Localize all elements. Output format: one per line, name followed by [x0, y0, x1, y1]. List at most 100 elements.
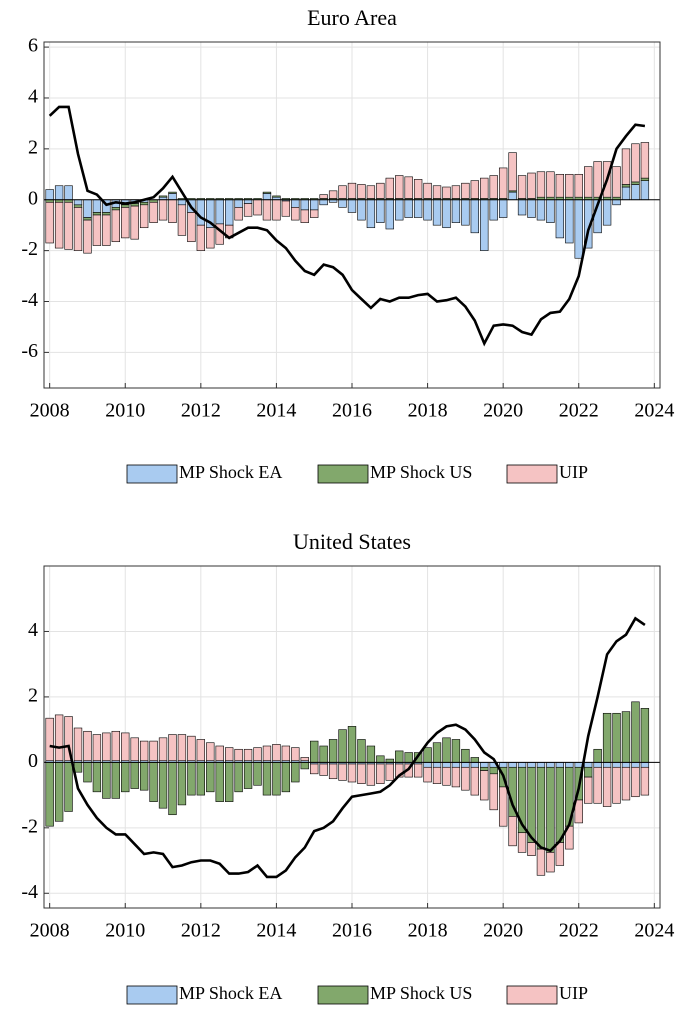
- bar: [546, 766, 555, 853]
- bar: [281, 745, 291, 762]
- bar: [366, 185, 376, 199]
- bar: [470, 757, 479, 763]
- bar: [187, 735, 196, 762]
- bar: [593, 766, 602, 804]
- bar: [168, 199, 177, 223]
- x-tick-label: 2012: [181, 400, 221, 422]
- bar: [527, 842, 536, 856]
- bar: [54, 201, 64, 249]
- x-tick-label: 2022: [559, 920, 599, 942]
- bar: [225, 762, 234, 802]
- bar: [347, 763, 357, 783]
- bar: [546, 199, 555, 223]
- bar: [130, 762, 139, 789]
- bar: [470, 762, 479, 768]
- axes-frame: [43, 41, 661, 389]
- bar: [376, 755, 385, 763]
- bar: [206, 762, 215, 793]
- bar: [536, 766, 546, 850]
- bar: [225, 199, 234, 226]
- bar: [612, 166, 621, 198]
- bar: [262, 193, 272, 201]
- bar: [300, 757, 309, 762]
- bar: [527, 766, 536, 843]
- bar: [328, 763, 338, 780]
- bar: [73, 204, 83, 208]
- bar: [102, 762, 111, 799]
- bar: [640, 180, 650, 201]
- bar: [281, 200, 291, 217]
- bar: [470, 199, 479, 234]
- bar: [319, 745, 328, 763]
- bar: [291, 207, 300, 221]
- bar: [102, 212, 111, 216]
- bar: [498, 786, 508, 827]
- bar: [461, 182, 470, 199]
- bar: [489, 199, 498, 221]
- bar: [631, 184, 640, 201]
- bar: [574, 173, 583, 198]
- bar: [215, 199, 224, 225]
- x-tick-label: 2018: [408, 920, 448, 942]
- y-tick-label: 2: [28, 685, 38, 707]
- bar: [584, 776, 593, 804]
- bar: [121, 204, 130, 208]
- bar: [423, 766, 432, 783]
- bar: [45, 189, 54, 201]
- x-tick-label: 2014: [256, 400, 296, 422]
- bar: [281, 762, 291, 793]
- bar: [602, 766, 612, 807]
- bar: [83, 199, 92, 218]
- bar: [215, 762, 224, 802]
- bar: [149, 201, 158, 223]
- bar: [319, 194, 328, 199]
- bar: [366, 745, 376, 763]
- bar: [432, 742, 442, 763]
- bar: [395, 175, 404, 199]
- legend-swatch: [126, 464, 178, 484]
- bar: [489, 175, 498, 199]
- bar: [480, 770, 489, 801]
- bar: [423, 199, 432, 221]
- bar: [376, 199, 385, 223]
- bar: [480, 762, 489, 768]
- bar: [234, 748, 243, 762]
- bar: [536, 848, 546, 876]
- legend-swatch: [126, 985, 178, 1005]
- bar: [517, 762, 527, 768]
- bar: [376, 182, 385, 199]
- bar: [423, 762, 432, 768]
- bar: [508, 762, 517, 768]
- bar: [310, 209, 319, 218]
- bar: [243, 762, 253, 789]
- bar: [602, 199, 612, 226]
- bar: [621, 711, 631, 763]
- bar: [196, 762, 206, 796]
- bar: [121, 762, 130, 793]
- bar: [262, 745, 272, 762]
- bar: [612, 712, 621, 763]
- bar: [149, 762, 158, 802]
- chart-title: United States: [293, 529, 411, 554]
- bar: [83, 762, 92, 783]
- bar: [376, 763, 385, 784]
- bar: [404, 752, 413, 763]
- line: [48, 105, 646, 347]
- y-tick-label: -4: [21, 289, 38, 311]
- bar: [640, 177, 650, 181]
- bar: [338, 729, 347, 763]
- bar: [347, 726, 357, 763]
- y-tick-label: 4: [28, 619, 38, 641]
- bar: [517, 199, 527, 216]
- bar: [432, 762, 442, 768]
- bar: [555, 766, 565, 843]
- bar: [565, 173, 574, 198]
- bar: [111, 762, 120, 799]
- bar: [272, 199, 281, 221]
- bar: [451, 762, 461, 768]
- bar: [328, 739, 338, 763]
- legend-swatch: [506, 464, 558, 484]
- bar: [338, 199, 347, 208]
- bar: [73, 199, 83, 206]
- bar: [508, 816, 517, 847]
